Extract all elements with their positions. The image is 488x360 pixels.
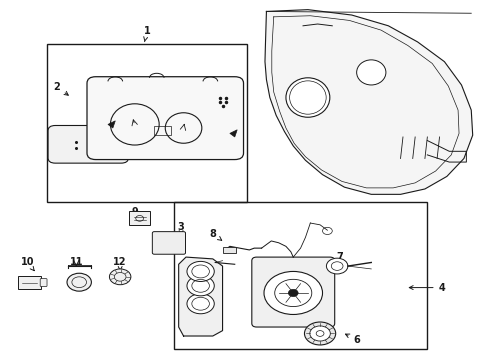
Circle shape [304, 322, 335, 345]
Circle shape [186, 276, 214, 296]
Circle shape [109, 269, 131, 285]
Text: 3: 3 [177, 222, 184, 235]
FancyBboxPatch shape [222, 247, 236, 253]
Polygon shape [264, 10, 472, 194]
Text: 6: 6 [345, 334, 359, 345]
Bar [47, 44, 246, 202]
Text: 9: 9 [131, 207, 141, 217]
Bar [154, 126, 171, 135]
FancyBboxPatch shape [40, 279, 47, 287]
FancyBboxPatch shape [18, 276, 41, 289]
Polygon shape [178, 257, 222, 336]
Text: 8: 8 [209, 229, 221, 240]
FancyBboxPatch shape [48, 126, 128, 163]
Text: 12: 12 [113, 257, 127, 271]
FancyBboxPatch shape [152, 231, 185, 254]
Text: 11: 11 [69, 257, 83, 267]
Text: 2: 2 [53, 82, 68, 95]
Text: 1: 1 [143, 26, 150, 42]
FancyBboxPatch shape [87, 77, 243, 159]
Text: 5: 5 [189, 275, 202, 285]
Circle shape [288, 289, 298, 297]
FancyBboxPatch shape [129, 211, 150, 225]
Circle shape [186, 294, 214, 314]
Ellipse shape [356, 60, 385, 85]
Text: 4: 4 [408, 283, 445, 293]
FancyBboxPatch shape [251, 257, 334, 327]
Text: 7: 7 [334, 252, 342, 267]
Circle shape [309, 326, 330, 341]
Text: 10: 10 [20, 257, 34, 271]
Circle shape [326, 258, 347, 274]
Circle shape [186, 261, 214, 282]
Bar [173, 202, 427, 348]
Polygon shape [108, 121, 115, 128]
Ellipse shape [285, 78, 329, 117]
Circle shape [264, 271, 322, 315]
Circle shape [67, 273, 91, 291]
Polygon shape [229, 130, 237, 137]
